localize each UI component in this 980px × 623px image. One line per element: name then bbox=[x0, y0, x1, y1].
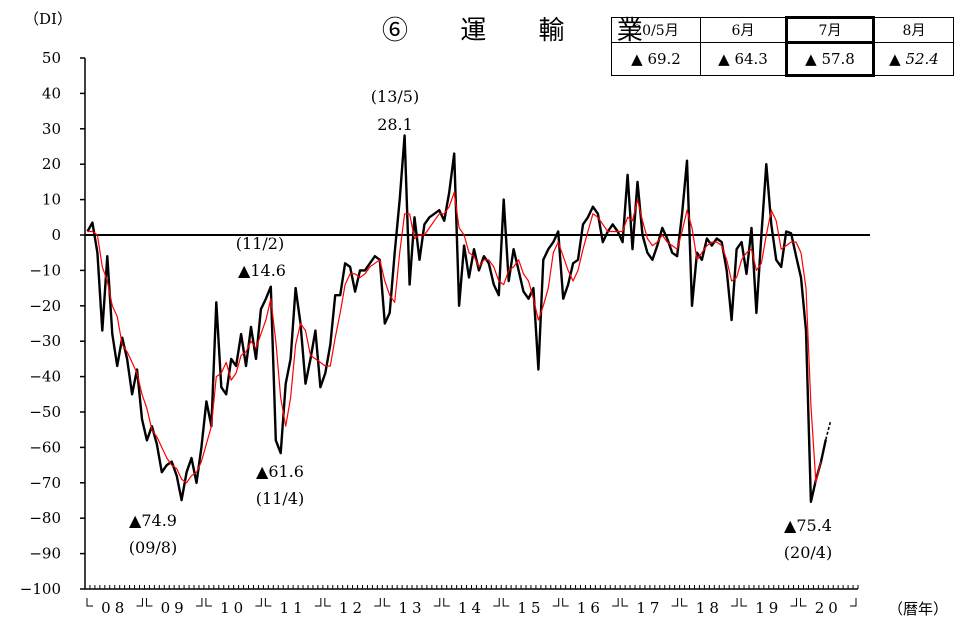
x-axis-ticks: 08 09 10 11 12 13 14 15 16 17 18 19 20 bbox=[84, 585, 859, 617]
y-axis-ticks: 50 40 30 20 10 0 −10 −20 −30 −40 −50 −60 −70 −80 −90 −1… bbox=[20, 49, 85, 598]
x-bracket-right bbox=[255, 598, 262, 607]
x-bracket-left bbox=[324, 598, 331, 607]
y-tick-label: −90 bbox=[29, 545, 61, 563]
x-bracket-left bbox=[383, 598, 391, 607]
y-tick-label: 40 bbox=[42, 84, 61, 102]
x-bracket-right bbox=[433, 598, 441, 607]
y-tick-label: 0 bbox=[51, 226, 61, 244]
x-tick-label: 17 bbox=[636, 599, 663, 617]
x-bracket-left bbox=[621, 598, 629, 607]
x-bracket-right bbox=[612, 598, 619, 607]
x-bracket-left bbox=[502, 598, 510, 607]
x-tick-label: 19 bbox=[755, 599, 782, 617]
summary-header-cell: 8月 bbox=[873, 17, 954, 43]
x-tick-label: 14 bbox=[458, 599, 485, 617]
x-tick-label: 18 bbox=[696, 599, 723, 617]
y-tick-label: −20 bbox=[29, 297, 61, 315]
x-bracket-right bbox=[374, 598, 381, 607]
summary-value-cell: ▲ 57.8 bbox=[785, 41, 875, 77]
x-bracket-right bbox=[493, 598, 500, 607]
annotation-min-2020: ▲75.4 bbox=[784, 516, 832, 535]
x-bracket-right bbox=[671, 598, 679, 607]
annotation-min-2009-date: (09/8) bbox=[129, 538, 177, 557]
x-bracket-right bbox=[790, 598, 798, 607]
series-group bbox=[86, 134, 832, 504]
y-tick-label: −10 bbox=[29, 261, 61, 279]
summary-value-cell: ▲ 64.3 bbox=[700, 42, 787, 76]
x-bracket-right bbox=[850, 598, 857, 607]
summary-value-cell: ▲ 52.4 bbox=[873, 42, 954, 76]
x-tick-label: 09 bbox=[161, 599, 188, 617]
summary-header-cell: 7月 bbox=[785, 16, 875, 44]
forecast-dashed-line bbox=[825, 420, 832, 440]
summary-header-cell: 20/5月 bbox=[611, 17, 701, 43]
annotation-min-2011-date: (11/4) bbox=[256, 489, 304, 508]
x-tick-label: 08 bbox=[101, 599, 128, 617]
x-bracket-right bbox=[314, 598, 322, 607]
x-tick-label: 16 bbox=[577, 599, 604, 617]
y-tick-label: 10 bbox=[42, 191, 61, 209]
annotation-max-2013-value: 28.1 bbox=[377, 115, 413, 134]
moving-average-line bbox=[87, 191, 822, 484]
chart-title: ⑥ 運 輸 業 bbox=[382, 16, 665, 46]
y-tick-label: −40 bbox=[29, 368, 61, 386]
y-tick-label: −50 bbox=[29, 403, 61, 421]
y-tick-label: −70 bbox=[29, 474, 61, 492]
annotation-2011-02-value: ▲14.6 bbox=[238, 261, 286, 280]
summary-header-cell: 6月 bbox=[700, 17, 787, 43]
x-bracket-left bbox=[443, 598, 450, 607]
x-bracket-left bbox=[205, 598, 212, 607]
x-bracket-right bbox=[136, 598, 143, 607]
x-tick-label: 15 bbox=[517, 599, 544, 617]
y-tick-label: 30 bbox=[42, 120, 61, 138]
summary-value-cell: ▲ 69.2 bbox=[611, 42, 701, 76]
x-bracket-left bbox=[562, 598, 569, 607]
annotation-min-2020-date: (20/4) bbox=[784, 543, 832, 562]
x-bracket-right bbox=[731, 598, 738, 607]
x-bracket-left bbox=[800, 598, 807, 607]
x-tick-label: 10 bbox=[220, 599, 247, 617]
x-bracket-left bbox=[145, 598, 153, 607]
y-tick-label: −100 bbox=[20, 580, 61, 598]
annotation-2011-02-date: (11/2) bbox=[236, 234, 284, 253]
monthly-di-line bbox=[86, 134, 827, 504]
y-tick-label: 50 bbox=[42, 49, 61, 67]
annotation-max-2013-date: (13/5) bbox=[371, 87, 419, 106]
annotation-min-2009: ▲74.9 bbox=[129, 511, 177, 530]
y-unit-label: （DI） bbox=[24, 10, 72, 28]
y-tick-label: −60 bbox=[29, 438, 61, 456]
x-bracket-right bbox=[195, 598, 203, 607]
x-unit-label: （暦年） bbox=[888, 600, 949, 618]
x-tick-label: 11 bbox=[280, 599, 307, 617]
x-bracket-left bbox=[264, 598, 272, 607]
x-tick-label: 12 bbox=[339, 599, 366, 617]
x-bracket-left bbox=[681, 598, 688, 607]
x-tick-label: 20 bbox=[815, 599, 842, 617]
y-tick-label: 20 bbox=[42, 155, 61, 173]
x-bracket-left bbox=[740, 598, 748, 607]
summary-table: 20/5月 6月 7月 8月 ▲ 69.2 ▲ 64.3 ▲ 57.8 ▲ 52… bbox=[611, 16, 954, 77]
annotation-min-2011: ▲61.6 bbox=[256, 462, 304, 481]
x-tick-label: 13 bbox=[398, 599, 425, 617]
annotation-group: ▲74.9 (09/8) ▲61.6 (11/4) (11/2) ▲14.6 (13/5) 2… bbox=[129, 87, 832, 562]
y-tick-label: −30 bbox=[29, 332, 61, 350]
x-bracket-left bbox=[86, 598, 93, 607]
x-bracket-right bbox=[552, 598, 560, 607]
y-tick-label: −80 bbox=[29, 509, 61, 527]
